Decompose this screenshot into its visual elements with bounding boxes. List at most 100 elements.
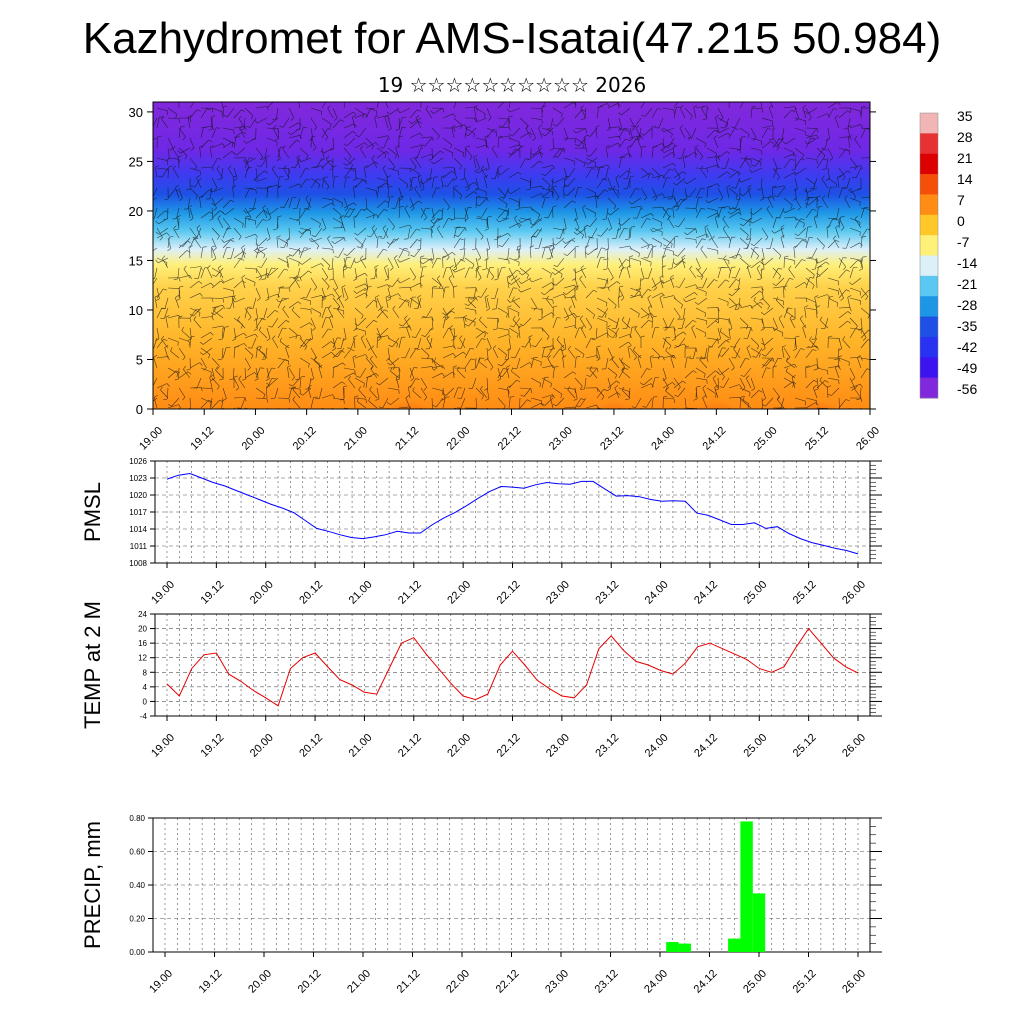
wind-barb [827, 239, 836, 249]
wind-barb-flag [680, 198, 685, 201]
wind-barb [461, 387, 466, 399]
wind-barb [607, 117, 611, 129]
wind-barb [684, 284, 696, 289]
wind-barb [474, 357, 477, 370]
wind-barb [827, 147, 834, 159]
wind-barb [161, 167, 169, 178]
wind-barb [404, 318, 411, 329]
wind-barb [585, 338, 592, 349]
wind-barb [346, 247, 356, 256]
wind-barb [849, 267, 854, 279]
wind-barb-flag [166, 383, 170, 387]
wind-barb-flag [266, 382, 270, 386]
wind-barb [319, 387, 323, 399]
x-tick-label: 21.00 [347, 732, 375, 760]
wind-barb [244, 207, 252, 218]
wind-barb [730, 207, 741, 215]
wind-barb-flag [284, 359, 289, 362]
wind-barb [555, 237, 565, 246]
wind-barb-flag [216, 386, 220, 390]
wind-barb [173, 228, 180, 239]
wind-barb-flag [436, 187, 441, 189]
wind-barb [343, 102, 346, 109]
wind-barb [255, 367, 261, 379]
wind-barb [221, 102, 224, 109]
wind-barb-flag [386, 402, 391, 406]
wind-barb [475, 157, 480, 169]
wind-barb-flag [364, 283, 368, 288]
wind-barb [167, 287, 180, 289]
wind-barb-flag [452, 252, 456, 256]
wind-barb-flag [699, 356, 703, 360]
wind-barb [524, 337, 532, 348]
wind-barb [189, 227, 197, 238]
wind-barb-flag [838, 355, 842, 358]
wind-barb [285, 347, 290, 359]
wind-barb [580, 268, 587, 279]
wind-barb [783, 286, 785, 299]
wind-barb [678, 337, 686, 348]
wind-barb [601, 307, 609, 318]
wind-barb [431, 317, 434, 330]
wind-barb [476, 117, 488, 123]
wind-barb-flag [614, 385, 619, 389]
wind-barb-flag [291, 306, 295, 311]
wind-barb [503, 187, 510, 199]
wind-barb [429, 167, 433, 179]
wind-barb [662, 295, 674, 299]
wind-barb-flag [562, 355, 567, 358]
wind-barb-flag [847, 320, 851, 324]
colorbar-swatch [920, 214, 938, 236]
wind-barb [299, 127, 304, 139]
wind-barb [408, 387, 411, 399]
wind-barb [695, 317, 707, 321]
wind-barb-flag [511, 356, 516, 359]
wind-barb-flag [334, 287, 338, 291]
wind-barb [352, 357, 356, 369]
wind-barb-flag [371, 145, 374, 150]
wind-barb-flag [680, 304, 683, 309]
wind-barb [659, 277, 664, 289]
wind-barb-flag [760, 162, 762, 167]
wind-barb-flag [437, 218, 442, 220]
wind-barb-flag [322, 228, 327, 231]
wind-barb-flag [786, 357, 789, 362]
wind-barb [576, 127, 587, 134]
wind-barb-flag [243, 140, 247, 144]
wind-barb-flag [691, 325, 695, 329]
wind-barb [827, 167, 830, 179]
wind-barb [811, 247, 818, 258]
wind-barb [585, 307, 595, 316]
wind-barb [321, 293, 333, 299]
wind-barb-flag [219, 210, 224, 213]
wind-barb [783, 109, 792, 119]
wind-barb-flag [551, 179, 555, 184]
wind-barb-flag [182, 397, 186, 401]
wind-barb [563, 337, 567, 349]
wind-barb-flag [295, 279, 300, 282]
wind-barb-flag [346, 267, 351, 269]
wind-barb [343, 367, 355, 371]
wind-barb [827, 108, 834, 119]
wind-barb [486, 387, 490, 399]
wind-barb-flag [267, 185, 272, 188]
wind-barb-flag [243, 209, 247, 214]
wind-barb [778, 318, 785, 329]
wind-barb-flag [383, 209, 388, 212]
wind-barb [189, 187, 198, 197]
wind-barb [706, 187, 709, 199]
wind-barb-flag [780, 225, 785, 228]
wind-barb [769, 237, 774, 249]
wind-barb [442, 397, 446, 409]
wind-barb-flag [242, 223, 244, 228]
wind-barb-flag [630, 125, 635, 128]
wind-barb-flag [493, 128, 498, 131]
wind-barb [299, 376, 302, 389]
wind-barb-flag [184, 155, 188, 160]
wind-barb [387, 387, 399, 391]
wind-barb-flag [410, 254, 415, 257]
wind-barb [299, 168, 306, 179]
wind-barb-flag [845, 399, 850, 402]
wind-barb-flag [433, 367, 438, 371]
wind-barb-flag [221, 279, 225, 283]
